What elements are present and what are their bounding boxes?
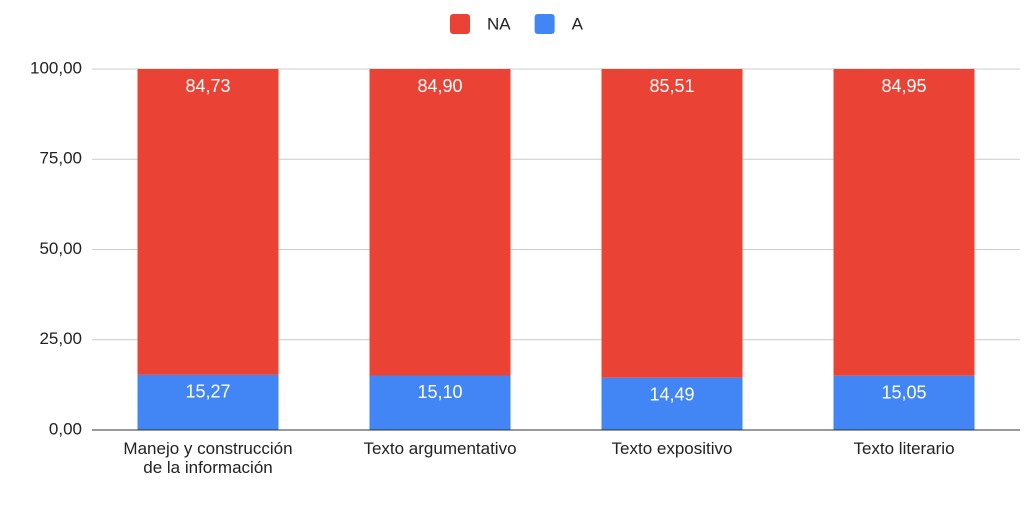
data-label: 15,05 (881, 382, 926, 402)
data-label: 15,27 (185, 382, 230, 402)
bar-segment (601, 69, 743, 378)
data-label: 84,73 (185, 76, 230, 96)
y-tick-label: 25,00 (39, 329, 82, 348)
y-tick-label: 50,00 (39, 239, 82, 258)
bar-segment (369, 69, 511, 376)
legend-swatch (534, 14, 555, 34)
bar-segment (601, 377, 743, 430)
data-label: 14,49 (649, 384, 694, 404)
x-tick-label: Texto expositivo (611, 439, 733, 458)
data-label: 84,95 (881, 76, 926, 96)
data-label: 85,51 (649, 76, 694, 96)
x-tick-label: Manejo y construcción de la información (123, 439, 293, 477)
bar-segment (369, 375, 511, 430)
data-label: 84,90 (417, 76, 462, 96)
x-tick-label: Texto argumentativo (363, 439, 517, 458)
y-tick-label: 0,00 (49, 419, 82, 438)
legend-swatch (450, 14, 470, 34)
legend-label: A (572, 14, 584, 33)
bar-segment (833, 375, 975, 430)
data-label: 15,10 (417, 382, 462, 402)
legend-label: NA (487, 14, 511, 33)
bar-segment (137, 69, 279, 375)
y-tick-label: 100,00 (30, 58, 82, 77)
bar-segment (833, 69, 975, 376)
bar-segment (137, 374, 279, 430)
x-tick-label: Texto literario (853, 439, 955, 458)
y-tick-label: 75,00 (39, 149, 82, 168)
